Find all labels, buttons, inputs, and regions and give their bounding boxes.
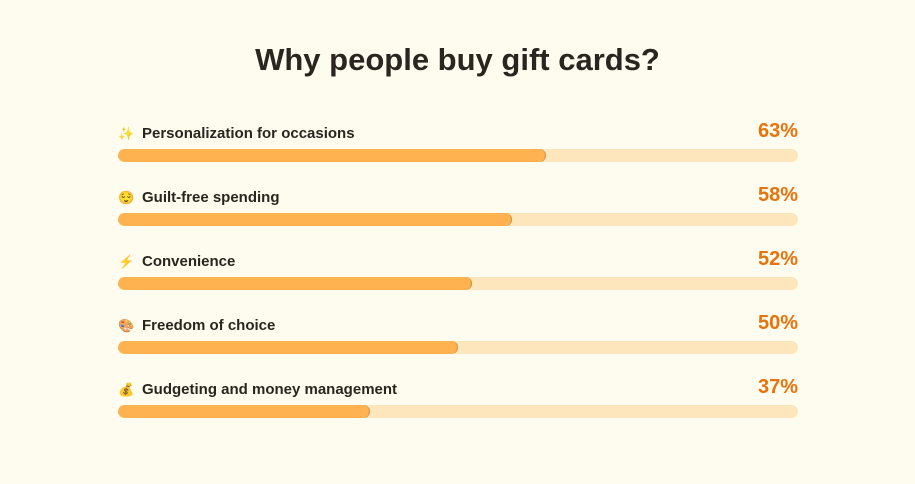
bar-track — [118, 213, 798, 226]
bar-fill — [118, 341, 458, 354]
value-label: 58% — [757, 184, 798, 206]
relieved-face-icon: 😌 — [118, 190, 135, 205]
bar-fill — [118, 277, 472, 290]
bar-fill — [118, 149, 547, 162]
chart-title: Why people buy gift cards? — [255, 42, 660, 77]
bar-track — [118, 277, 798, 290]
bar-row: 🎨 Freedom of choice 50% — [118, 312, 798, 367]
value-label: 50% — [757, 312, 798, 334]
bar-fill — [118, 405, 370, 418]
bar-label-text: Personalization for occasions — [142, 125, 355, 142]
value-label: 52% — [757, 248, 798, 270]
sparkles-icon: ✨ — [118, 126, 135, 141]
bar-row: 💰 Gudgeting and money management 37% — [118, 376, 798, 431]
palette-icon: 🎨 — [118, 318, 135, 333]
lightning-icon: ⚡ — [118, 254, 135, 269]
bar-row: ✨ Personalization for occasions 63% — [118, 120, 798, 175]
bar-label: 😌 Guilt-free spending — [118, 189, 280, 206]
bar-row: 😌 Guilt-free spending 58% — [118, 184, 798, 239]
money-bag-icon: 💰 — [118, 382, 135, 397]
bar-label: ✨ Personalization for occasions — [118, 125, 355, 142]
bar-track — [118, 149, 798, 162]
value-label: 63% — [757, 120, 798, 142]
bar-row: ⚡ Convenience 52% — [118, 248, 798, 303]
bar-label-text: Guilt-free spending — [142, 189, 280, 206]
bar-label-text: Convenience — [142, 253, 236, 270]
bar-fill — [118, 213, 513, 226]
bar-label-text: Freedom of choice — [142, 317, 276, 334]
bar-label-text: Gudgeting and money management — [142, 381, 398, 398]
bar-track — [118, 405, 798, 418]
bar-track — [118, 341, 798, 354]
bar-label: 💰 Gudgeting and money management — [118, 381, 397, 398]
value-label: 37% — [757, 376, 798, 398]
bar-label: ⚡ Convenience — [118, 253, 235, 270]
bar-label: 🎨 Freedom of choice — [118, 317, 275, 334]
